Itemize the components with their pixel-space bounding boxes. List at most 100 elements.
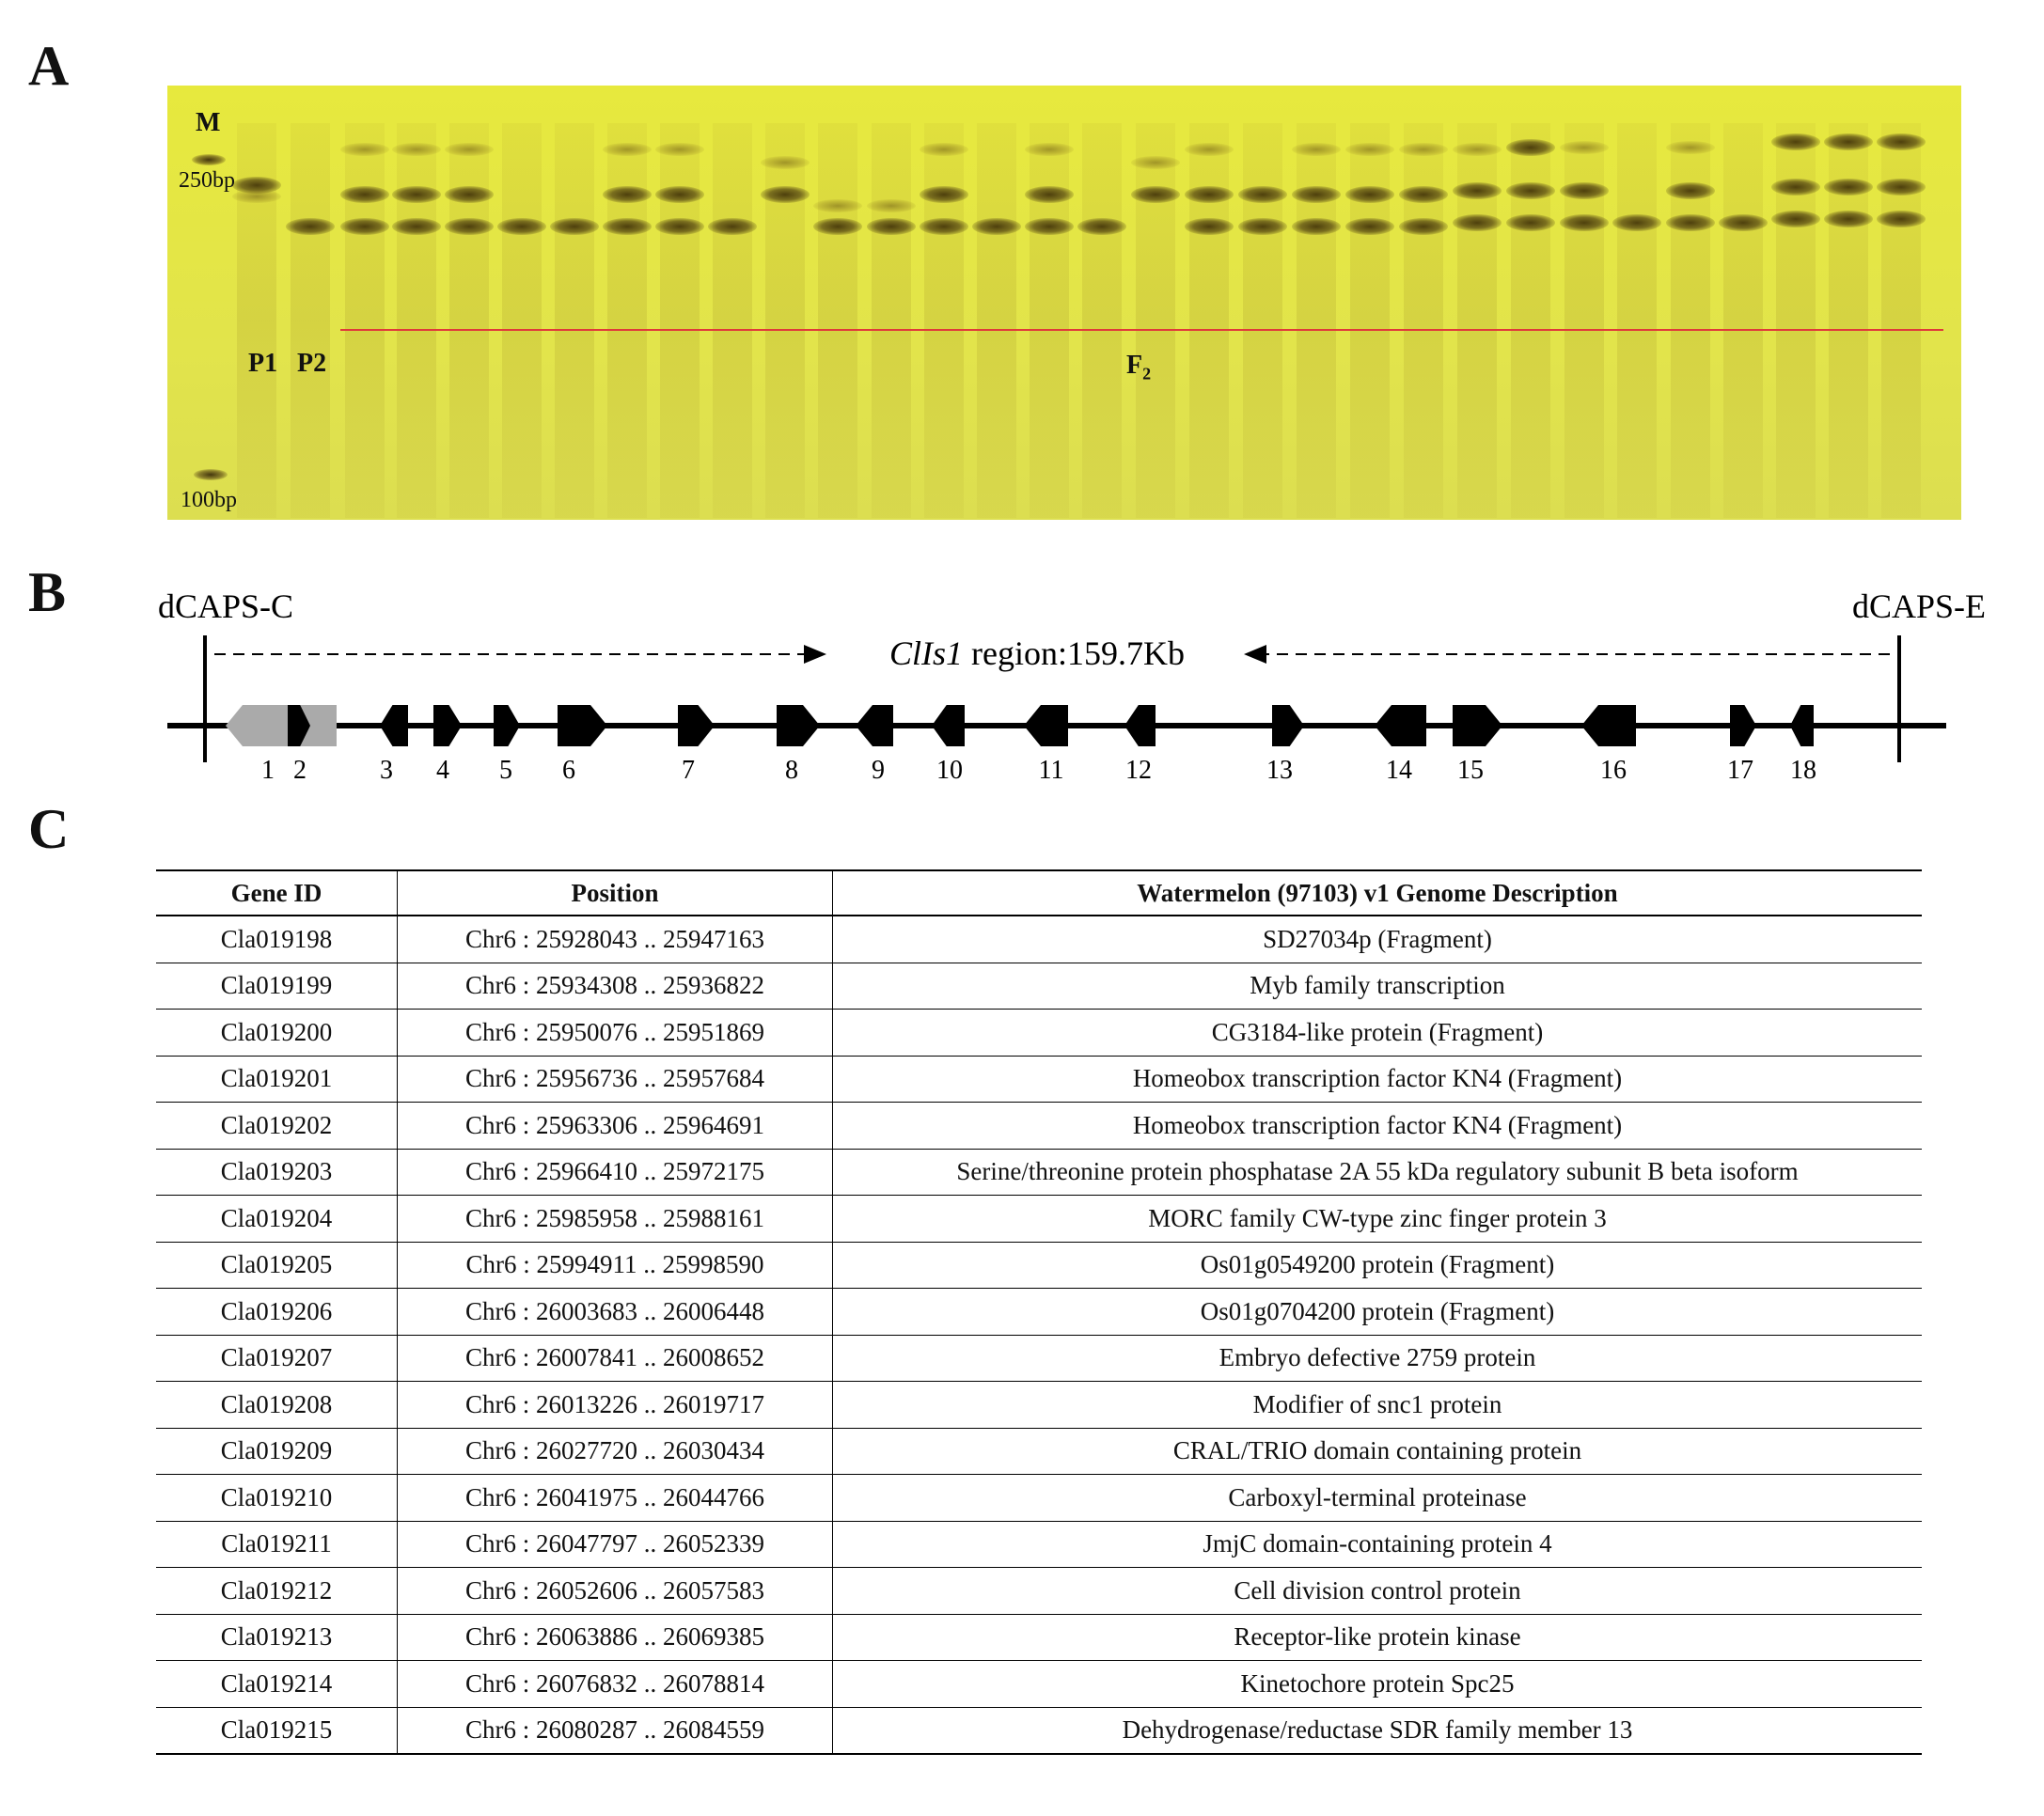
parent2-label: P2 xyxy=(297,349,327,378)
gel-band xyxy=(1506,182,1555,199)
gel-band xyxy=(655,186,704,203)
gel-band xyxy=(340,143,389,156)
cell-description: Embryo defective 2759 protein xyxy=(832,1335,1922,1382)
lane-streak xyxy=(1404,123,1443,518)
table-row: Cla019209 Chr6 : 26027720 .. 26030434 CRAL… xyxy=(156,1428,1922,1475)
cell-position: Chr6 : 26027720 .. 26030434 xyxy=(397,1428,833,1475)
gene-number-label: 11 xyxy=(1039,756,1064,785)
gel-band xyxy=(1612,214,1661,231)
gel-band xyxy=(603,143,652,156)
lane-streak xyxy=(1350,123,1390,518)
cell-gene-id: Cla019200 xyxy=(156,1009,398,1057)
f2-label-subscript: 2 xyxy=(1142,364,1152,384)
gel-band xyxy=(1185,186,1234,203)
gene-number-label: 1 xyxy=(261,756,275,785)
gel-band xyxy=(813,199,862,212)
gene-number-label: 3 xyxy=(380,756,393,785)
cell-gene-id: Cla019208 xyxy=(156,1381,398,1429)
gel-band xyxy=(1824,133,1873,150)
gel-band xyxy=(1185,218,1234,235)
table-head: Gene ID Position Watermelon (97103) v1 G… xyxy=(156,869,1922,916)
gene-13-arrow xyxy=(1272,705,1304,746)
gene-number-label: 18 xyxy=(1790,756,1816,785)
gel-band xyxy=(1771,179,1820,196)
table-row: Cla019199 Chr6 : 25934308 .. 25936822 Myb … xyxy=(156,963,1922,1010)
gene-15-arrow xyxy=(1453,705,1502,746)
cell-position: Chr6 : 26007841 .. 26008652 xyxy=(397,1335,833,1382)
gene-17-arrow xyxy=(1730,705,1756,746)
gel-band xyxy=(920,143,968,156)
lane-streak xyxy=(1082,123,1122,518)
cell-gene-id: Cla019202 xyxy=(156,1102,398,1150)
marker-250bp-label: 250bp xyxy=(179,168,235,193)
panel-label-b: B xyxy=(28,561,67,623)
gel-band xyxy=(708,218,757,235)
gel-band xyxy=(1131,156,1180,169)
lane-streak xyxy=(660,123,700,518)
region-size-text: region:159.7Kb xyxy=(963,634,1185,672)
region-gene-name: ClIs1 xyxy=(889,634,963,672)
table-body: Cla019198 Chr6 : 25928043 .. 25947163 SD27… xyxy=(156,916,1922,1755)
gel-band xyxy=(1824,211,1873,227)
gel-band xyxy=(1506,214,1555,231)
cell-position: Chr6 : 26076832 .. 26078814 xyxy=(397,1660,833,1708)
cell-gene-id: Cla019210 xyxy=(156,1474,398,1522)
parent1-label: P1 xyxy=(248,349,278,378)
gel-band xyxy=(867,218,916,235)
cell-position: Chr6 : 26063886 .. 26069385 xyxy=(397,1614,833,1661)
gel-band xyxy=(1345,218,1394,235)
gel-band xyxy=(497,218,546,235)
cell-gene-id: Cla019213 xyxy=(156,1614,398,1661)
gene-shapes xyxy=(226,705,1814,746)
gel-band xyxy=(1238,218,1287,235)
gel-band xyxy=(1292,186,1341,203)
gel-band xyxy=(1666,182,1715,199)
f2-label: F2 xyxy=(1126,351,1151,384)
gel-band xyxy=(1131,186,1180,203)
gel-band xyxy=(920,218,968,235)
table-row: Cla019201 Chr6 : 25956736 .. 25957684 Home… xyxy=(156,1056,1922,1103)
gel-band xyxy=(1292,218,1341,235)
panel-label-a: A xyxy=(28,35,70,97)
gene-number-label: 2 xyxy=(293,756,307,785)
cell-description: Homeobox transcription factor KN4 (Fragm… xyxy=(832,1056,1922,1103)
gel-band xyxy=(1345,186,1394,203)
gel-band xyxy=(1453,143,1502,156)
gel-band xyxy=(1824,179,1873,196)
gene-7-arrow xyxy=(678,705,715,746)
gel-band xyxy=(1185,143,1234,156)
gene-number-label: 5 xyxy=(499,756,512,785)
cell-description: Dehydrogenase/reductase SDR family membe… xyxy=(832,1707,1922,1755)
lane-streak xyxy=(1189,123,1229,518)
cell-position: Chr6 : 26041975 .. 26044766 xyxy=(397,1474,833,1522)
cell-position: Chr6 : 26052606 .. 26057583 xyxy=(397,1567,833,1615)
table-row: Cla019204 Chr6 : 25985958 .. 25988161 MORC… xyxy=(156,1195,1922,1243)
gel-band xyxy=(550,218,599,235)
lane-streak xyxy=(1243,123,1282,518)
cell-gene-id: Cla019212 xyxy=(156,1567,398,1615)
gel-band xyxy=(1399,218,1448,235)
gel-band xyxy=(1719,214,1768,231)
header-gene-id: Gene ID xyxy=(156,869,398,916)
cell-gene-id: Cla019201 xyxy=(156,1056,398,1103)
gene-number-label: 8 xyxy=(785,756,798,785)
gel-band xyxy=(1506,139,1555,156)
lane-streak xyxy=(345,123,385,518)
cell-position: Chr6 : 25950076 .. 25951869 xyxy=(397,1009,833,1057)
table-row: Cla019213 Chr6 : 26063886 .. 26069385 Rece… xyxy=(156,1614,1922,1661)
lane-streak xyxy=(1030,123,1069,518)
gene-6-arrow xyxy=(558,705,607,746)
cell-description: Os01g0704200 protein (Fragment) xyxy=(832,1288,1922,1336)
gel-band xyxy=(1453,182,1502,199)
gene-number-label: 15 xyxy=(1457,756,1484,785)
cell-description: CRAL/TRIO domain containing protein xyxy=(832,1428,1922,1475)
f2-bracket-line xyxy=(340,329,1943,331)
table-row: Cla019215 Chr6 : 26080287 .. 26084559 Dehy… xyxy=(156,1707,1922,1755)
gene-number-label: 9 xyxy=(872,756,885,785)
gel-band xyxy=(867,199,916,212)
lane-streak xyxy=(924,123,964,518)
gel-band xyxy=(761,186,810,203)
gel-band xyxy=(1345,143,1394,156)
gene-16-arrow xyxy=(1581,705,1636,746)
